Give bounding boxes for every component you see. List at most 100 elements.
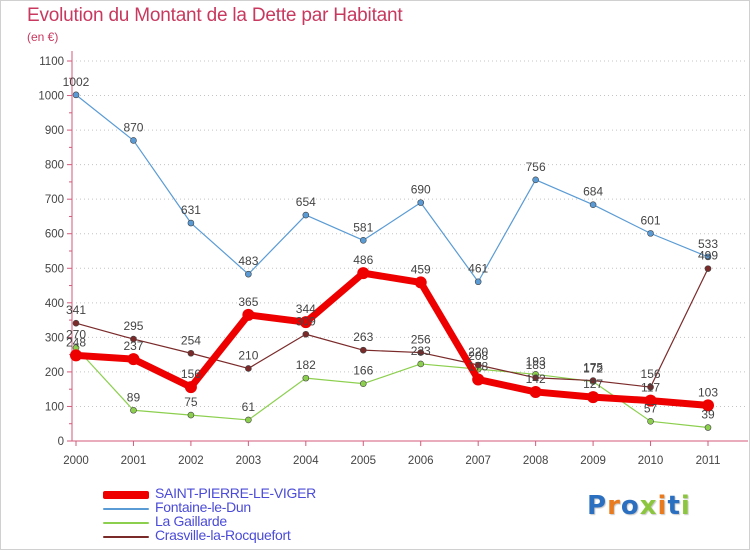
point-saint-pierre-le-viger bbox=[184, 381, 197, 394]
point-saint-pierre-le-viger bbox=[357, 267, 370, 280]
data-label-fontaine-le-dun: 684 bbox=[583, 185, 603, 199]
point-crasville-la-rocquefort bbox=[72, 319, 80, 327]
data-label-fontaine-le-dun: 756 bbox=[526, 160, 546, 174]
point-fontaine-le-dun bbox=[302, 211, 310, 219]
logo-letter: t bbox=[667, 491, 681, 521]
point-la-gaillarde bbox=[359, 380, 367, 387]
point-fontaine-le-dun bbox=[589, 201, 597, 209]
logo-letter: x bbox=[639, 491, 658, 521]
data-label-la-gaillarde: 193 bbox=[526, 354, 546, 368]
proxiti-logo: Proxiti bbox=[587, 491, 691, 521]
data-label-la-gaillarde: 270 bbox=[66, 328, 86, 342]
legend-swatch bbox=[103, 522, 149, 524]
data-label-saint-pierre-le-viger: 344 bbox=[296, 302, 316, 316]
data-label-fontaine-le-dun: 1002 bbox=[63, 75, 90, 89]
logo-letter: i bbox=[657, 491, 668, 521]
data-label-la-gaillarde: 57 bbox=[644, 401, 658, 415]
data-label-crasville-la-rocquefort: 175 bbox=[583, 361, 603, 375]
data-label-la-gaillarde: 75 bbox=[184, 395, 198, 409]
legend-swatch bbox=[103, 491, 149, 499]
data-label-crasville-la-rocquefort: 210 bbox=[238, 348, 258, 362]
data-label-la-gaillarde: 223 bbox=[411, 344, 431, 358]
data-label-crasville-la-rocquefort: 156 bbox=[641, 367, 661, 381]
data-label-fontaine-le-dun: 631 bbox=[181, 203, 201, 217]
x-tick-label: 2010 bbox=[638, 455, 664, 467]
point-fontaine-le-dun bbox=[245, 270, 252, 278]
point-saint-pierre-le-viger bbox=[644, 394, 657, 407]
point-fontaine-le-dun bbox=[647, 230, 654, 237]
y-tick-label: 500 bbox=[45, 263, 64, 275]
data-label-crasville-la-rocquefort: 254 bbox=[181, 333, 201, 347]
y-tick-label: 0 bbox=[58, 436, 64, 448]
point-la-gaillarde bbox=[130, 406, 137, 414]
data-label-saint-pierre-le-viger: 127 bbox=[583, 377, 603, 391]
data-label-saint-pierre-le-viger: 142 bbox=[526, 372, 546, 386]
data-label-saint-pierre-le-viger: 248 bbox=[66, 335, 86, 349]
point-saint-pierre-le-viger bbox=[702, 399, 714, 412]
point-saint-pierre-le-viger bbox=[414, 276, 427, 289]
x-tick-label: 2002 bbox=[178, 455, 204, 467]
point-fontaine-le-dun bbox=[72, 91, 80, 99]
data-label-la-gaillarde: 166 bbox=[353, 364, 373, 378]
x-tick-label: 2006 bbox=[408, 455, 434, 467]
x-tick-label: 2004 bbox=[293, 455, 319, 467]
point-crasville-la-rocquefort bbox=[187, 349, 195, 357]
x-tick-label: 2001 bbox=[121, 455, 147, 467]
point-fontaine-le-dun bbox=[532, 176, 539, 184]
point-fontaine-le-dun bbox=[130, 137, 137, 144]
logo-letter: r bbox=[607, 491, 621, 521]
point-la-gaillarde bbox=[647, 418, 654, 425]
chart-title: Evolution du Montant de la Dette par Hab… bbox=[27, 5, 403, 26]
data-label-crasville-la-rocquefort: 341 bbox=[66, 303, 86, 317]
point-crasville-la-rocquefort bbox=[474, 361, 482, 369]
series-line-saint-pierre-le-viger bbox=[72, 269, 712, 409]
point-fontaine-le-dun bbox=[187, 219, 195, 227]
data-label-la-gaillarde: 89 bbox=[127, 390, 141, 404]
point-fontaine-le-dun bbox=[704, 253, 712, 261]
legend-label: SAINT-PIERRE-LE-VIGER bbox=[155, 485, 316, 501]
logo-letter: i bbox=[680, 491, 691, 521]
data-label-crasville-la-rocquefort: 256 bbox=[411, 333, 431, 347]
point-la-gaillarde bbox=[704, 424, 712, 431]
y-tick-label: 100 bbox=[45, 401, 64, 413]
legend-label: Crasville-la-Rocquefort bbox=[155, 527, 291, 543]
point-saint-pierre-le-viger bbox=[127, 353, 140, 366]
y-tick-label: 300 bbox=[45, 332, 64, 344]
y-tick-label: 800 bbox=[45, 160, 64, 172]
point-fontaine-le-dun bbox=[417, 199, 425, 206]
data-label-saint-pierre-le-viger: 486 bbox=[353, 253, 373, 267]
series-line-fontaine-le-dun bbox=[75, 94, 709, 283]
data-label-fontaine-le-dun: 690 bbox=[411, 183, 431, 197]
legend-label: La Gaillarde bbox=[155, 513, 227, 529]
x-tick-label: 2008 bbox=[523, 455, 549, 467]
point-la-gaillarde bbox=[302, 374, 310, 382]
data-label-fontaine-le-dun: 533 bbox=[698, 237, 718, 251]
data-label-fontaine-le-dun: 601 bbox=[641, 213, 661, 227]
x-tick-label: 2005 bbox=[350, 455, 376, 467]
logo-letter: o bbox=[620, 491, 640, 521]
legend-swatch bbox=[103, 536, 149, 538]
point-saint-pierre-le-viger bbox=[299, 316, 312, 329]
data-label-la-gaillarde: 182 bbox=[296, 358, 316, 372]
data-label-saint-pierre-le-viger: 237 bbox=[123, 339, 143, 353]
data-label-saint-pierre-le-viger: 117 bbox=[641, 381, 660, 395]
point-saint-pierre-le-viger bbox=[70, 349, 82, 362]
y-tick-label: 400 bbox=[45, 298, 64, 310]
data-label-la-gaillarde: 208 bbox=[468, 349, 488, 363]
logo-letter: P bbox=[587, 491, 608, 521]
legend-swatch bbox=[103, 508, 149, 510]
data-label-saint-pierre-le-viger: 178 bbox=[468, 360, 488, 374]
data-label-saint-pierre-le-viger: 365 bbox=[238, 295, 258, 309]
series-line-la-gaillarde bbox=[75, 347, 709, 429]
data-label-crasville-la-rocquefort: 263 bbox=[353, 330, 373, 344]
data-label-saint-pierre-le-viger: 103 bbox=[698, 385, 718, 399]
data-label-fontaine-le-dun: 870 bbox=[123, 120, 143, 134]
point-fontaine-le-dun bbox=[474, 278, 482, 286]
data-label-fontaine-le-dun: 461 bbox=[468, 262, 488, 276]
y-tick-label: 1000 bbox=[38, 91, 64, 103]
x-tick-label: 2011 bbox=[696, 455, 721, 467]
data-label-crasville-la-rocquefort: 309 bbox=[296, 314, 316, 328]
x-tick-label: 2007 bbox=[465, 455, 491, 467]
